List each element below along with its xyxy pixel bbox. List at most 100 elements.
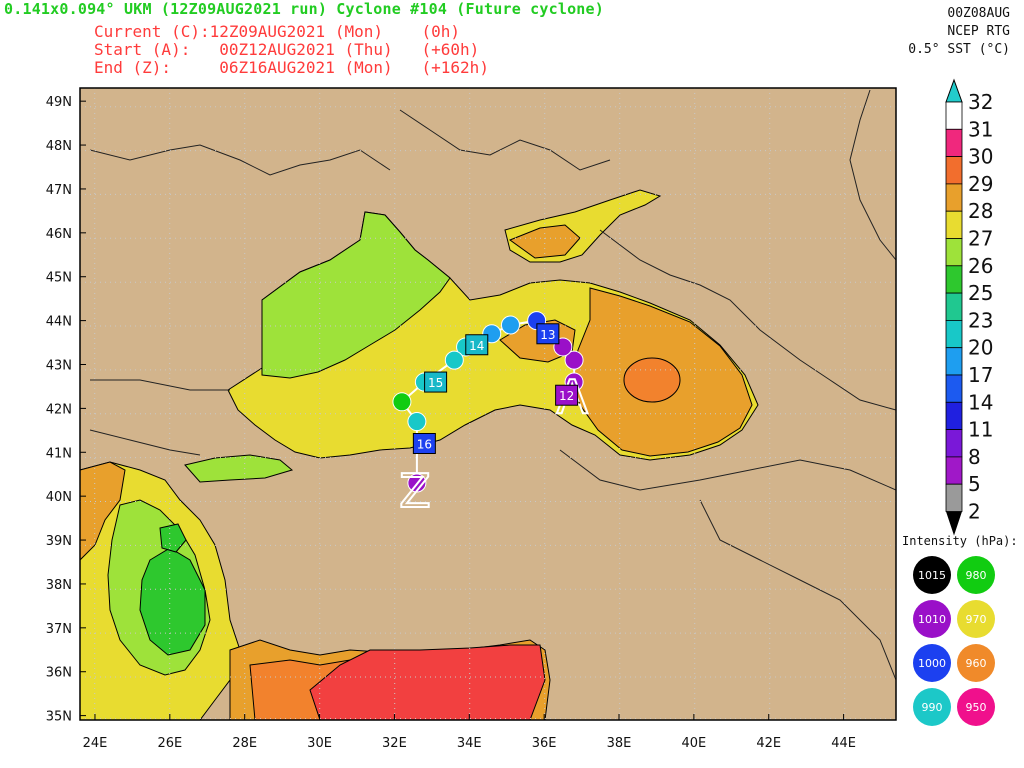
longitude-axis: 24E 26E 28E 30E 32E 34E 36E 38E 40E 42E 44E xyxy=(83,714,856,751)
colorbar-label: 25 xyxy=(968,281,993,305)
colorbar-segment xyxy=(945,210,963,239)
colorbar-label: 29 xyxy=(968,172,993,196)
day-label: 12 xyxy=(559,389,574,403)
day-label: 13 xyxy=(540,328,555,342)
end-marker: Z xyxy=(399,464,431,518)
colorbar-segment xyxy=(945,319,963,349)
intensity-swatch-label: 1015 xyxy=(918,569,946,582)
intensity-swatch-label: 950 xyxy=(966,701,987,714)
sst-colorbar: 32 31 30 29 28 27 26 25 23 20 17 14 11 8 5 2 xyxy=(945,78,993,536)
colorbar-label: 32 xyxy=(968,90,993,114)
intensity-legend: 1015 980 1010 970 1000 960 990 950 xyxy=(913,556,995,726)
sea-of-marmara xyxy=(184,454,294,483)
lat-tick-label: 48N xyxy=(46,139,72,154)
chart-title: 0.141x0.094° UKM (12Z09AUG2021 run) Cycl… xyxy=(4,0,604,18)
lat-tick-label: 35N xyxy=(46,710,72,725)
map-frame xyxy=(79,87,897,721)
track-point xyxy=(564,350,584,370)
lon-tick-label: 40E xyxy=(681,736,706,751)
start-time-label: Start (A): 00Z12AUG2021 (Thu) (+60h) xyxy=(94,40,480,59)
colorbar-top-arrow xyxy=(945,78,963,103)
lon-tick-label: 26E xyxy=(157,736,182,751)
lat-tick-label: 46N xyxy=(46,227,72,242)
intensity-swatch-label: 1010 xyxy=(918,613,946,626)
sst-date-label: 00Z08AUG xyxy=(947,6,1010,21)
lon-tick-label: 34E xyxy=(457,736,482,751)
intensity-swatch-label: 980 xyxy=(966,569,987,582)
colorbar-segment xyxy=(945,101,963,130)
aegean-sea-27 xyxy=(80,461,126,561)
colorbar-segment xyxy=(945,292,963,321)
colorbar-label: 27 xyxy=(968,227,993,251)
day-label: 15 xyxy=(428,376,443,390)
colorbar-label: 2 xyxy=(968,500,981,524)
colorbar-segment xyxy=(945,429,963,458)
day-label-box xyxy=(412,433,436,454)
lat-tick-label: 39N xyxy=(46,534,72,549)
colorbar-label: 23 xyxy=(968,308,993,332)
lat-tick-label: 37N xyxy=(46,622,72,637)
day-label-box xyxy=(555,384,579,406)
lon-tick-label: 30E xyxy=(307,736,332,751)
lat-tick-label: 43N xyxy=(46,359,72,374)
colorbar-segment xyxy=(945,374,963,403)
colorbar-label: 17 xyxy=(968,363,993,387)
track-point xyxy=(500,315,520,335)
day-label-box xyxy=(465,334,489,356)
intensity-swatch xyxy=(957,556,995,594)
aegean-sea-25b xyxy=(159,523,187,553)
end-time-label: End (Z): 06Z16AUG2021 (Mon) (+162h) xyxy=(94,58,489,77)
colorbar-label: 14 xyxy=(968,390,993,414)
intensity-legend-title: Intensity (hPa): xyxy=(902,534,1018,548)
intensity-swatch xyxy=(913,556,951,594)
colorbar-segment xyxy=(945,265,963,294)
lat-tick-label: 45N xyxy=(46,271,72,286)
lat-tick-label: 38N xyxy=(46,578,72,593)
colorbar-segment xyxy=(945,347,963,376)
intensity-swatch-label: 960 xyxy=(966,657,987,670)
day-label-box xyxy=(424,371,448,393)
intensity-swatch xyxy=(913,644,951,682)
track-point xyxy=(392,392,412,412)
colorbar-label: 11 xyxy=(968,418,993,442)
black-sea-hotspot-29 xyxy=(623,357,681,403)
intensity-swatch-label: 990 xyxy=(922,701,943,714)
colorbar-segment xyxy=(945,401,963,430)
lat-tick-label: 40N xyxy=(46,490,72,505)
colorbar-segment xyxy=(945,128,963,158)
colorbar-segment xyxy=(945,238,963,267)
lon-tick-label: 28E xyxy=(232,736,257,751)
day-label: 16 xyxy=(417,438,432,452)
colorbar-segment xyxy=(945,156,963,185)
border-lines xyxy=(89,89,896,681)
day-label: 14 xyxy=(469,339,484,353)
intensity-swatch xyxy=(957,688,995,726)
colorbar-label: 20 xyxy=(968,336,993,360)
intensity-swatch xyxy=(913,600,951,638)
colorbar-segment xyxy=(945,456,963,485)
current-time-label: Current (C):12Z09AUG2021 (Mon) (0h) xyxy=(94,22,461,41)
aegean-sea-25 xyxy=(139,547,206,656)
sst-units-label: 0.5° SST (°C) xyxy=(908,42,1010,57)
lat-tick-label: 36N xyxy=(46,666,72,681)
track-point xyxy=(407,473,427,493)
sst-source-label: NCEP RTG xyxy=(947,24,1010,39)
colorbar-label: 8 xyxy=(968,445,981,469)
east-med-29 xyxy=(309,644,546,720)
colorbar-segment xyxy=(945,183,963,212)
grid-lines xyxy=(80,88,896,720)
intensity-swatch xyxy=(957,644,995,682)
intensity-swatch xyxy=(957,600,995,638)
colorbar-label: 28 xyxy=(968,199,993,223)
track-point xyxy=(444,350,464,370)
latitude-axis: 49N 48N 47N 46N 45N 44N 43N 42N 41N 40N 39N 38N 37N 3… xyxy=(46,95,86,725)
colorbar-segment xyxy=(945,483,963,512)
lon-tick-label: 32E xyxy=(382,736,407,751)
day-label-box xyxy=(536,323,560,345)
track-point xyxy=(407,412,427,432)
colorbar-label: 26 xyxy=(968,254,993,278)
lat-tick-label: 41N xyxy=(46,446,72,461)
black-sea-nw-26 xyxy=(261,211,451,379)
lon-tick-label: 24E xyxy=(83,736,108,751)
